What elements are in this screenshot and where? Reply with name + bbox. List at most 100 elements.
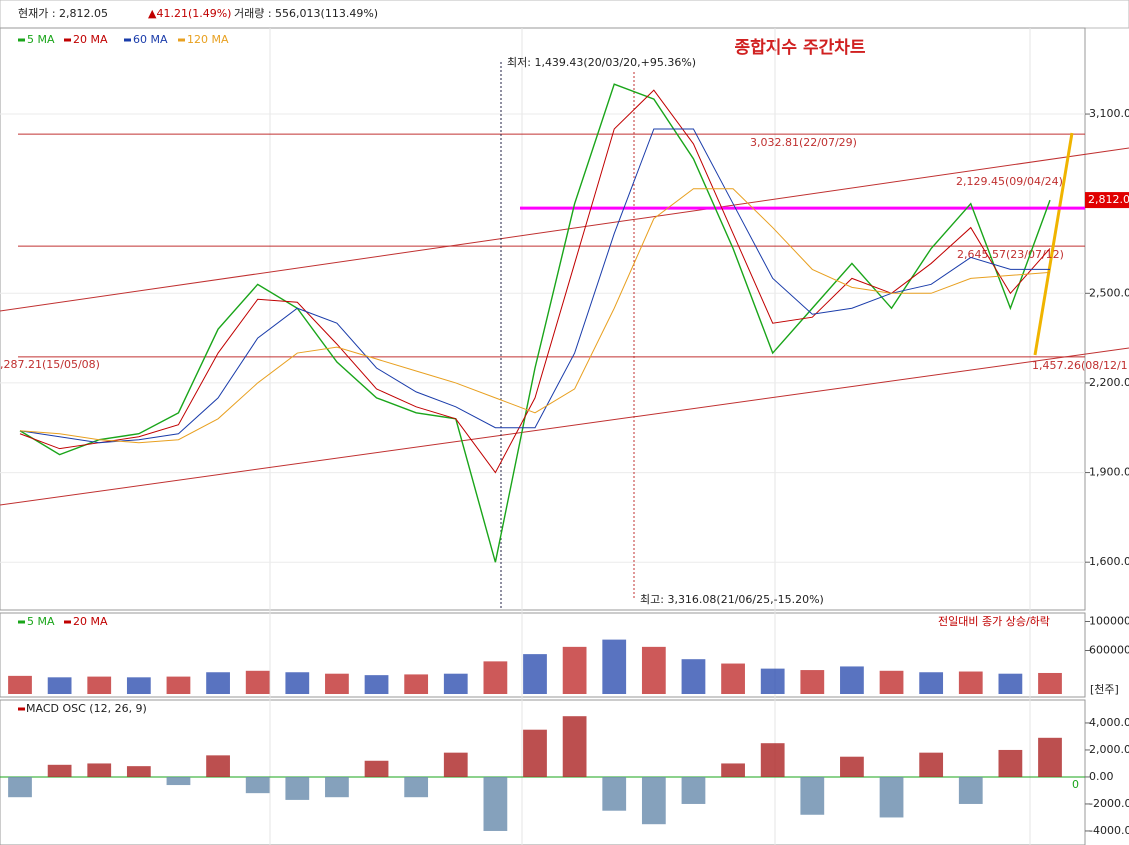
macd-bar [602,776,627,811]
y-tick-label: -2000.00 [1089,797,1129,810]
y-tick-label: 1,900.00 [1089,466,1129,479]
price-panel [0,27,1086,611]
macd-bar [721,763,745,777]
volume-bar [879,670,904,694]
volume-bar [87,676,112,694]
macd-bar [562,716,587,777]
legend-label: 5 MA [27,33,55,46]
macd-bar [840,756,864,777]
volume-bar [404,674,429,694]
macd-bar [681,776,706,804]
macd-bar [166,776,191,786]
y-tick-label: 0.00 [1089,770,1114,783]
macd-bar [800,776,825,815]
macd-bar [998,749,1023,777]
volume-bar [166,676,191,694]
macd-bar [364,760,389,777]
macd-bar [523,729,547,777]
volume-bar [840,666,864,694]
legend-label: 20 MA [73,615,108,628]
header-price: 현재가 : 2,812.05 [18,7,108,20]
volume-note: 전일대비 종가 상승/하락 [938,614,1050,628]
macd-bar [8,776,32,798]
volume-bar [721,663,745,694]
volume-bar [1038,672,1062,694]
volume-bar [285,672,310,694]
ma-line [19,89,1051,474]
volume-panel [0,612,1086,698]
y-tick-label: 2,000.00 [1089,743,1129,756]
macd-bar [958,776,983,804]
volume-bar [800,670,825,694]
volume-bar [760,668,785,694]
ma-line [19,188,1051,444]
macd-bar [47,764,72,777]
trend-line [1033,132,1074,356]
volume-bar [998,673,1023,694]
annotation: 3,032.81(22/07/29) [750,136,857,149]
volume-bar [483,661,508,694]
legend-label: 5 MA [27,615,55,628]
legend-label: 20 MA [73,33,108,46]
volume-bar [681,659,706,694]
ma-line [19,83,1051,563]
y-tick-label: 600000 [1089,643,1129,656]
macd-bar [206,755,230,777]
y-tick-label: 4,000.00 [1089,716,1129,729]
y-tick-label: 2,500.00 [1089,286,1129,299]
annotation: 최고: 3,316.08(21/06/25,-15.20%) [640,593,824,606]
macd-bar [483,776,508,831]
y-tick-label: 1000000 [1089,614,1129,627]
macd-bar [245,776,270,794]
price-tag-box [1085,192,1129,209]
volume-bar [919,672,944,694]
macd-bar [126,766,151,777]
volume-bar [602,639,627,694]
macd-bar [879,776,904,818]
volume-bar [245,670,270,694]
macd-bar [404,776,429,798]
macd-zero-label: 0 [1072,778,1079,791]
ma-line [19,128,1050,444]
y-tick-label: 2,200.00 [1089,376,1129,389]
macd-bar [325,776,349,798]
macd-bar [760,743,785,777]
volume-bar [562,646,587,694]
macd-bar [1038,737,1062,777]
macd-bar [285,776,310,800]
channel-lower [0,347,1129,506]
macd-bar [87,763,112,777]
legend-label: 120 MA [187,33,229,46]
volume-bar [325,673,349,694]
volume-bar [8,675,32,694]
volume-bar [958,671,983,694]
macd-bar [919,752,944,777]
legend-label: 60 MA [133,33,168,46]
chart-title: 종합지수 주간차트 [734,37,865,58]
volume-bar [126,677,151,694]
annotation: 2,129.45(09/04/24) [956,175,1063,188]
macd-bar [443,752,468,777]
macd-bar [641,776,666,825]
y-tick-label: 3,100.00 [1089,107,1129,120]
header-volume: 거래량 : 556,013(113.49%) [234,7,378,20]
y-tick-label: 1,600.00 [1089,555,1129,568]
macd-legend: MACD OSC (12, 26, 9) [26,702,147,715]
annotation: 1,457.26(08/12/1 [1032,359,1128,372]
annotation: 최저: 1,439.43(20/03/20,+95.36%) [507,56,696,69]
channel-upper [0,147,1129,312]
price-tag-label: 2,812.05 [1088,193,1129,206]
volume-bar [206,672,230,694]
annotation: ,287.21(15/05/08) [0,358,100,371]
volume-bar [364,675,389,694]
volume-bar [443,673,468,694]
y-tick-label: -4000.00 [1089,824,1129,837]
volume-unit: [천주] [1090,682,1119,696]
annotation: 2,645.57(23/07/12) [957,248,1064,261]
volume-bar [523,654,547,694]
volume-bar [641,646,666,694]
macd-panel [0,699,1086,845]
header-change: ▲41.21(1.49%) [148,7,231,20]
